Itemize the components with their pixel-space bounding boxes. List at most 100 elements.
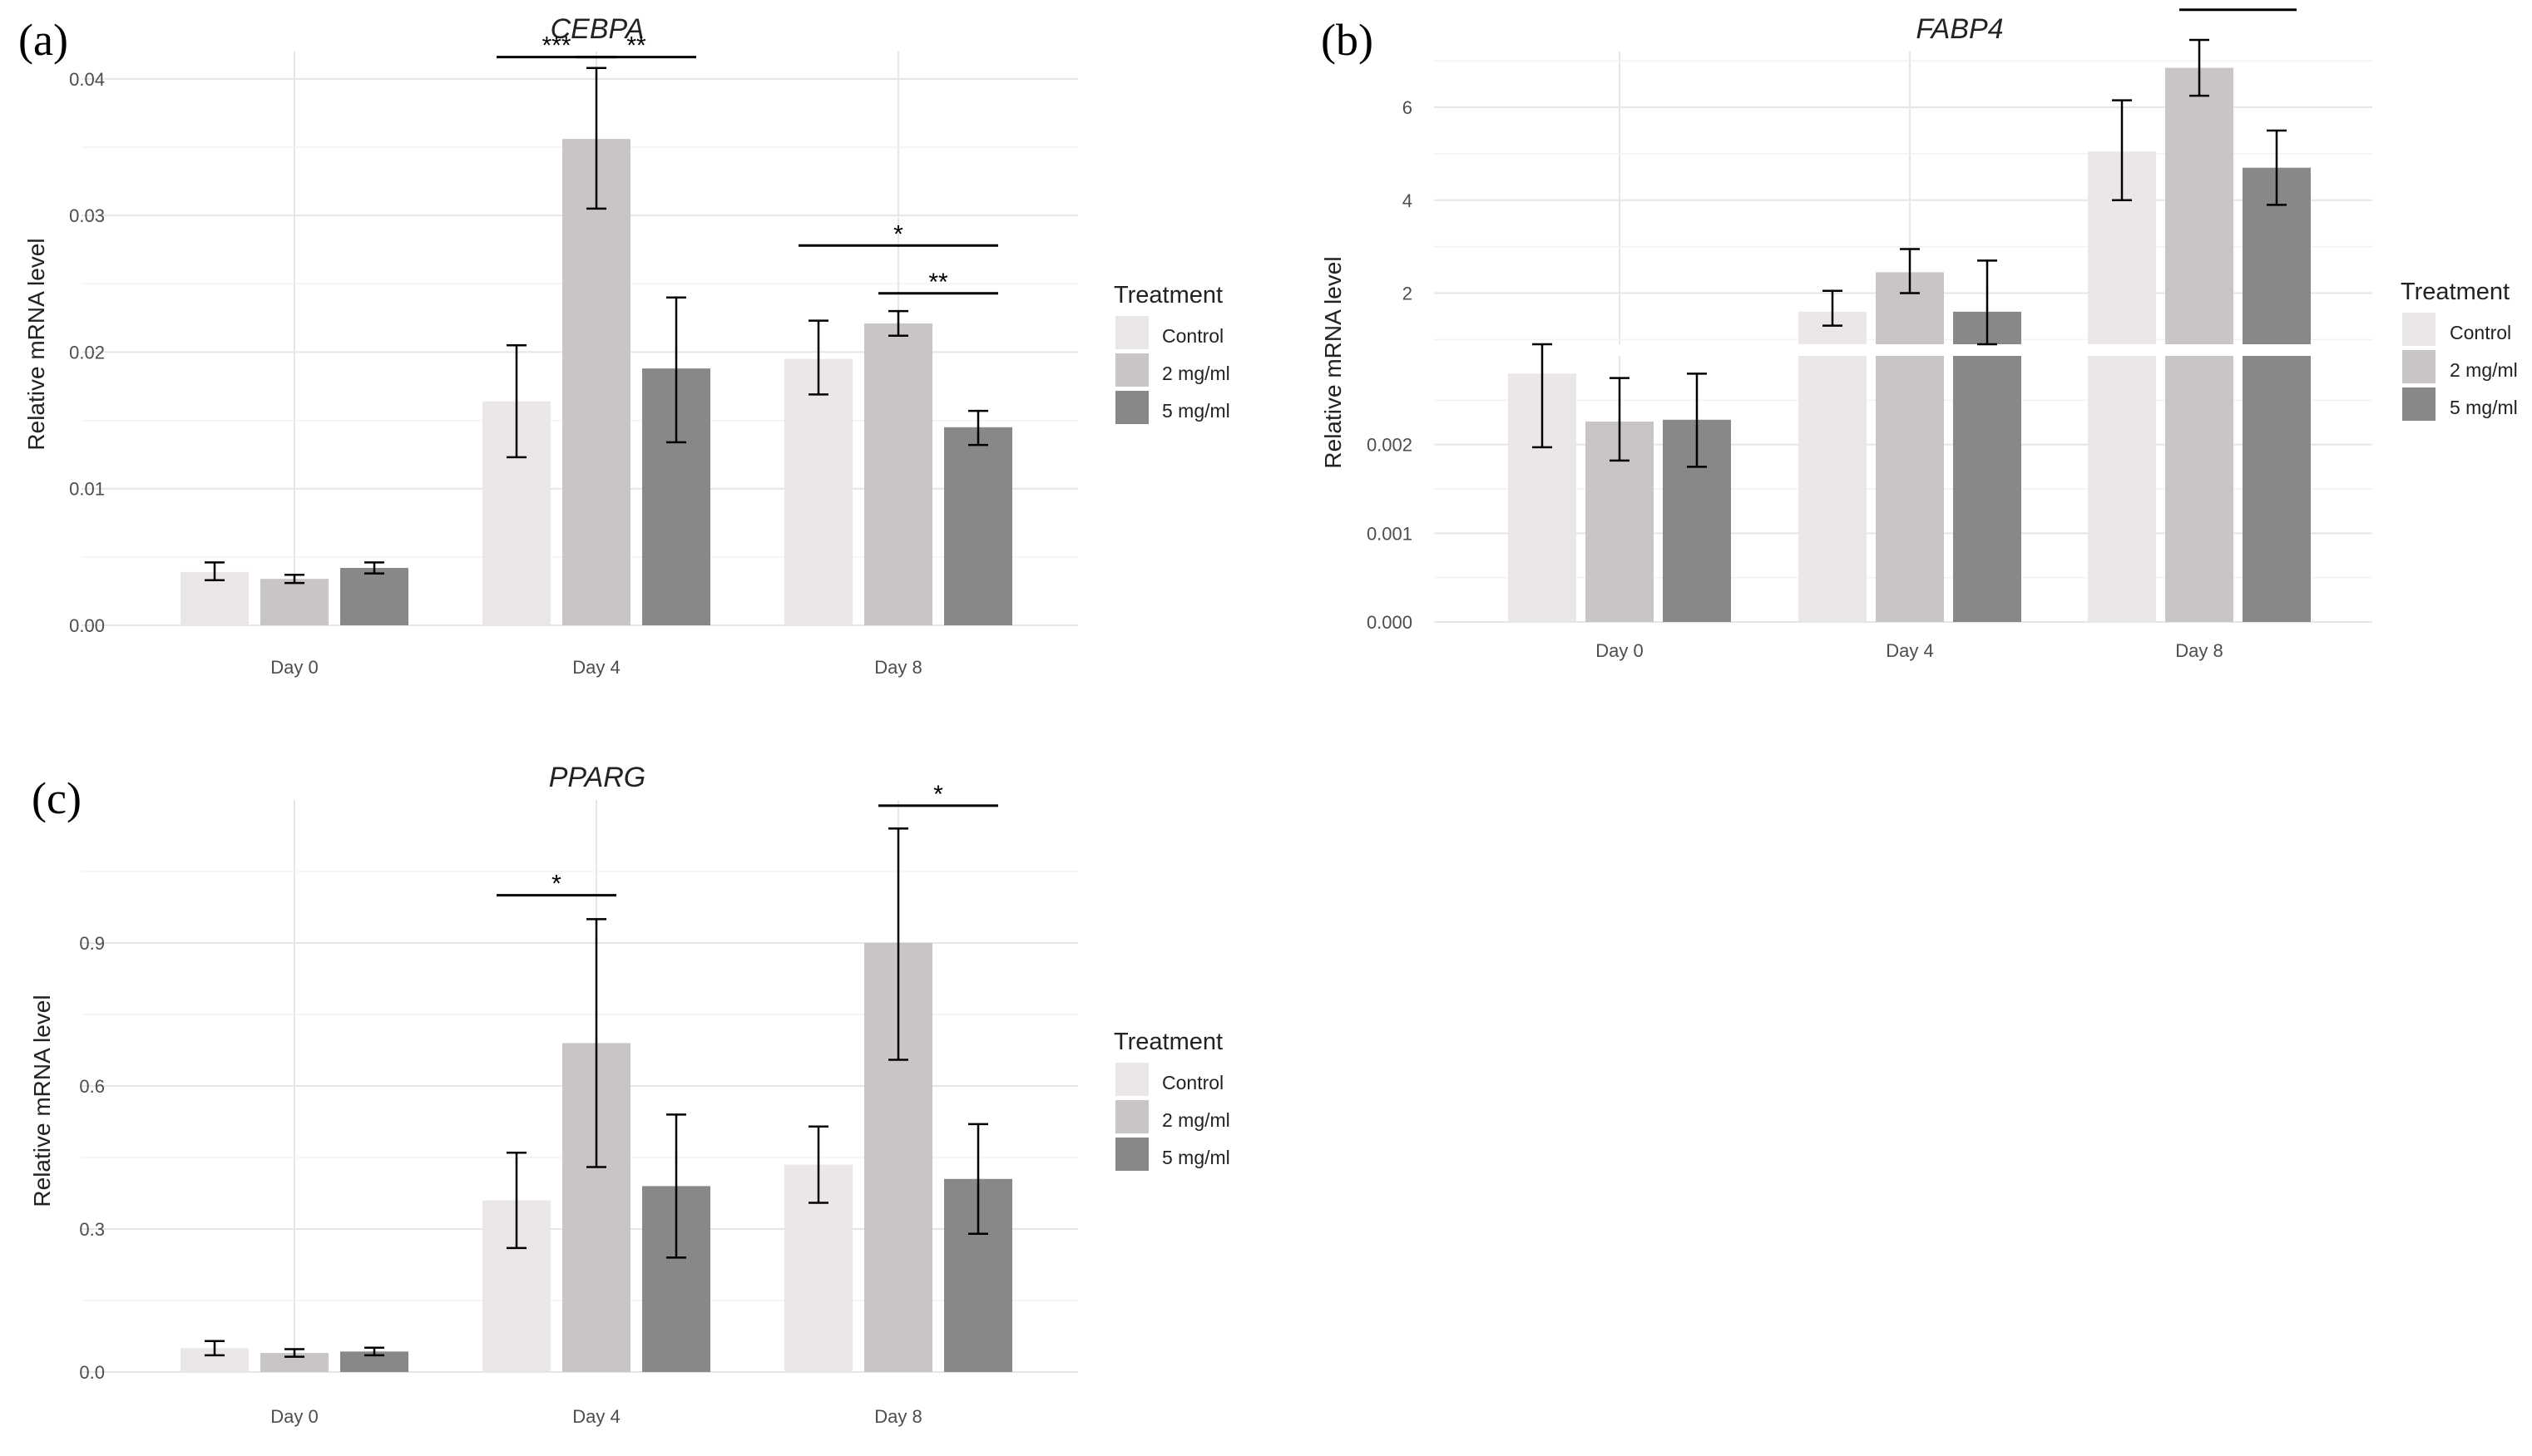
legend-label-2mg: 2 mg/ml: [2450, 359, 2518, 381]
error-bar: [968, 409, 988, 447]
y-tick-label: 0.04: [69, 69, 105, 90]
error-bar: [507, 1152, 527, 1250]
legend-swatch-5mg: [1115, 1138, 1149, 1171]
y-axis-title: Relative mRNA level: [1320, 256, 1346, 468]
significance-label: ***: [542, 32, 571, 60]
legend: Treatment Control 2 mg/ml 5 mg/ml: [1114, 282, 1230, 424]
bar-2mgml: [864, 323, 932, 625]
significance-label: *: [893, 220, 903, 248]
error-bar: [809, 319, 828, 396]
significance-annotations: *: [2179, 0, 2297, 12]
panel-cebpa: (a) CEBPA Relative mRNA level Treatment …: [18, 13, 1230, 678]
y-tick-label: 0.001: [1367, 523, 1412, 544]
y-tick-label: 4: [1402, 190, 1412, 211]
axis-break-gap: [1434, 344, 2372, 356]
significance-bracket: *: [799, 220, 998, 248]
bar-control-lower: [1798, 356, 1867, 622]
y-tick-label: 0.0: [79, 1362, 105, 1383]
error-bar: [2267, 129, 2287, 206]
plot-area: **: [82, 781, 1078, 1373]
legend-title: Treatment: [2401, 279, 2510, 305]
chart-title: CEBPA: [551, 13, 645, 45]
y-tick-label: 0.002: [1367, 435, 1412, 456]
legend-label-5mg: 5 mg/ml: [1162, 400, 1230, 422]
error-bar: [586, 918, 606, 1168]
bar-2mgml-lower: [2165, 356, 2233, 622]
legend-label-control: Control: [2450, 322, 2511, 343]
axes: Day 0 Day 4 Day 8 0.0 0.3 0.6 0.9: [79, 933, 922, 1427]
panel-label: (a): [18, 15, 68, 65]
legend-label-control: Control: [1162, 1072, 1224, 1093]
significance-bracket: *: [497, 871, 616, 898]
error-bars: [205, 67, 988, 585]
error-bar: [2112, 99, 2132, 202]
significance-label: *: [551, 871, 561, 898]
legend-swatch-2mg: [1115, 1100, 1149, 1133]
bar-2mgml: [562, 139, 631, 626]
legend-swatch-5mg: [2402, 387, 2436, 421]
axes: Day 0 Day 4 Day 8 0.000 0.001 0.002 2 4 6: [1367, 97, 2223, 661]
x-tick-label: Day 4: [572, 1406, 620, 1427]
legend-title: Treatment: [1114, 1029, 1223, 1055]
x-tick-label: Day 0: [270, 1406, 318, 1427]
legend: Treatment Control 2 mg/ml 5 mg/ml: [2401, 279, 2518, 421]
x-tick-label: Day 8: [874, 1406, 922, 1427]
y-tick-label: 2: [1402, 284, 1412, 304]
significance-label: *: [2233, 0, 2243, 12]
bar-5mgml-lower: [1953, 356, 2021, 622]
error-bar: [1822, 289, 1842, 327]
significance-bracket: **: [576, 32, 696, 60]
bar-5mgml: [944, 427, 1012, 625]
legend-label-control: Control: [1162, 325, 1224, 347]
x-tick-label: Day 4: [1886, 640, 1933, 661]
chart-title: PPARG: [549, 762, 646, 793]
error-bar: [284, 1348, 304, 1358]
x-tick-label: Day 4: [572, 657, 620, 678]
x-tick-label: Day 0: [270, 657, 318, 678]
legend-label-5mg: 5 mg/ml: [2450, 397, 2518, 418]
error-bar: [666, 296, 686, 444]
error-bar: [507, 343, 527, 459]
panel-label: (c): [32, 773, 82, 823]
error-bar: [284, 573, 304, 585]
bars: [181, 943, 1012, 1372]
error-bar: [364, 561, 384, 575]
error-bar: [205, 561, 225, 582]
error-bars: [1532, 38, 2287, 468]
panel-pparg: (c) PPARG Relative mRNA level Treatment …: [29, 762, 1230, 1427]
significance-bracket: **: [878, 269, 998, 296]
panel-label: (b): [1321, 15, 1373, 65]
error-bar: [205, 1340, 225, 1357]
bar-2mgml: [260, 1353, 329, 1372]
bars: [181, 139, 1012, 626]
y-tick-label: 0.3: [79, 1219, 105, 1240]
x-tick-label: Day 0: [1595, 640, 1643, 661]
error-bar: [666, 1113, 686, 1259]
error-bar: [968, 1123, 988, 1235]
legend-swatch-2mg: [1115, 353, 1149, 387]
error-bar: [809, 1125, 828, 1204]
error-bar: [1977, 259, 1997, 346]
significance-bracket: *: [878, 781, 998, 808]
chart-title: FABP4: [1916, 13, 2003, 45]
y-tick-label: 0.000: [1367, 612, 1412, 633]
y-tick-label: 0.6: [79, 1076, 105, 1097]
y-tick-label: 0.00: [69, 615, 105, 636]
x-tick-label: Day 8: [2175, 640, 2223, 661]
error-bar: [888, 827, 908, 1061]
plot-area: *: [1434, 0, 2372, 623]
legend-label-5mg: 5 mg/ml: [1162, 1147, 1230, 1168]
bar-2mgml: [2165, 67, 2233, 345]
y-axis-title: Relative mRNA level: [29, 995, 55, 1207]
significance-label: **: [928, 269, 948, 296]
legend-swatch-control: [2402, 313, 2436, 346]
y-axis-title: Relative mRNA level: [23, 238, 49, 450]
error-bar: [364, 1346, 384, 1357]
error-bar: [1610, 377, 1629, 462]
error-bar: [2189, 38, 2209, 97]
axes: Day 0 Day 4 Day 8 0.00 0.01 0.02 0.03 0.04: [69, 69, 922, 678]
legend-swatch-5mg: [1115, 391, 1149, 424]
significance-annotations: **: [497, 781, 998, 898]
y-tick-label: 6: [1402, 97, 1412, 118]
